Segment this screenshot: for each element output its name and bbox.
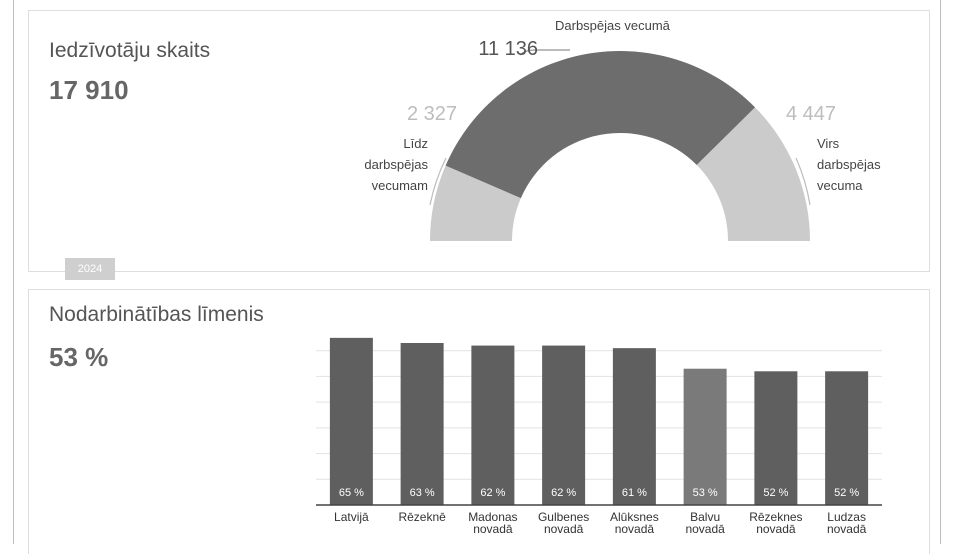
donut-label-1-0: Darbspējas vecumā bbox=[555, 18, 671, 33]
donut-value-1: 11 136 bbox=[478, 38, 538, 60]
category-label-7-1: novadā bbox=[827, 522, 867, 536]
bar-value-label-0: 65 % bbox=[339, 487, 364, 499]
donut-value-2: 4 447 bbox=[786, 103, 836, 125]
donut-slice-0 bbox=[430, 165, 521, 241]
donut-label-2-1: darbspējas bbox=[817, 157, 881, 172]
bar-value-label-3: 62 % bbox=[551, 487, 576, 499]
donut-slice-2 bbox=[696, 107, 810, 241]
category-label-2-0: Madonas bbox=[468, 510, 517, 524]
donut-slice-1 bbox=[445, 50, 756, 199]
donut-label-0-2: vecumam bbox=[372, 178, 428, 193]
year-badge: 2024 bbox=[65, 258, 115, 280]
category-label-5-1: novadā bbox=[685, 522, 725, 536]
bar-4 bbox=[612, 348, 656, 505]
leader-line-1 bbox=[519, 49, 570, 56]
category-label-7-0: Ludzas bbox=[827, 510, 866, 524]
frame-right-border bbox=[940, 0, 941, 544]
bar-3 bbox=[542, 345, 586, 505]
category-label-3-1: novadā bbox=[544, 522, 584, 536]
category-label-5-0: Balvu bbox=[690, 510, 720, 524]
category-label-0-0: Latvijā bbox=[334, 510, 369, 524]
bar-7 bbox=[825, 371, 869, 505]
bar-2 bbox=[471, 345, 515, 505]
bar-0 bbox=[329, 337, 373, 505]
category-label-3-0: Gulbenes bbox=[538, 510, 589, 524]
bar-value-label-4: 61 % bbox=[622, 487, 647, 499]
category-label-4-1: novadā bbox=[615, 522, 655, 536]
frame-left-border bbox=[13, 0, 14, 544]
bar-value-label-5: 53 % bbox=[693, 487, 718, 499]
population-total: 17 910 bbox=[49, 75, 129, 105]
population-title: Iedzīvotāju skaits bbox=[49, 39, 211, 62]
bar-6 bbox=[754, 371, 798, 505]
employment-value: 53 % bbox=[49, 342, 109, 372]
bar-1 bbox=[400, 343, 444, 505]
bar-value-label-6: 52 % bbox=[763, 487, 788, 499]
donut-label-0-1: darbspējas bbox=[364, 157, 428, 172]
leader-arc-2 bbox=[795, 157, 811, 206]
category-label-6-1: novadā bbox=[756, 522, 796, 536]
donut-label-0-0: Līdz bbox=[403, 136, 428, 151]
bar-5 bbox=[683, 368, 727, 505]
category-label-2-1: novadā bbox=[473, 522, 513, 536]
employment-title: Nodarbinātības līmenis bbox=[49, 303, 264, 326]
category-label-6-0: Rēzeknes bbox=[749, 510, 802, 524]
category-label-1-0: Rēzeknē bbox=[398, 510, 446, 524]
donut-value-0: 2 327 bbox=[407, 103, 457, 125]
bar-value-label-2: 62 % bbox=[480, 487, 505, 499]
category-label-4-0: Alūksnes bbox=[610, 510, 659, 524]
bar-value-label-1: 63 % bbox=[410, 487, 435, 499]
bar-value-label-7: 52 % bbox=[834, 487, 859, 499]
leader-arc-0 bbox=[429, 157, 447, 206]
donut-label-2-0: Virs bbox=[817, 136, 840, 151]
donut-label-2-2: vecuma bbox=[817, 178, 863, 193]
